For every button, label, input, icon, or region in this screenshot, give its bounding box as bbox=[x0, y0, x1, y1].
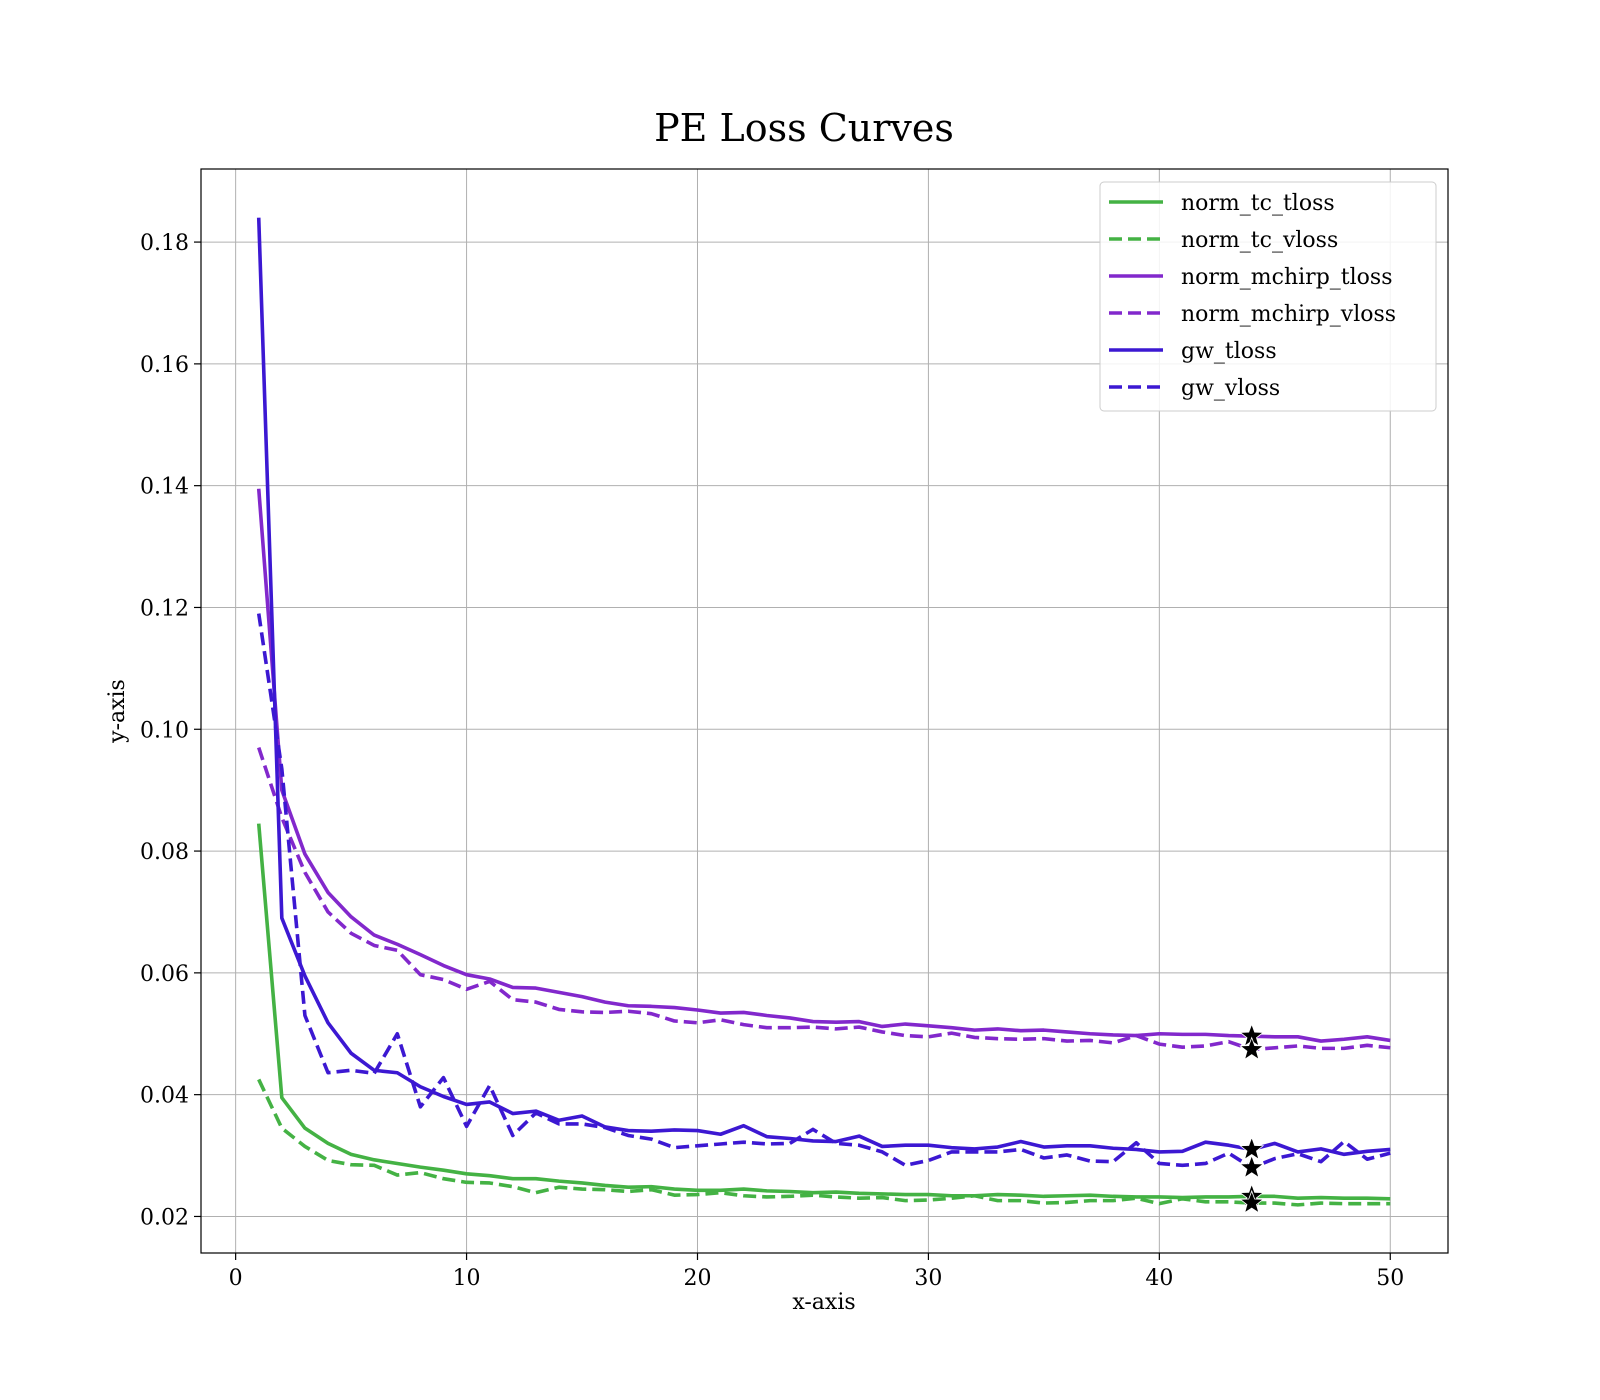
y-tick-label: 0.16 bbox=[140, 353, 189, 378]
series-line-gw-vloss bbox=[256, 613, 1391, 1170]
y-tick-label: 0.08 bbox=[140, 840, 189, 865]
series-layer bbox=[256, 217, 1391, 1207]
y-tick-label: 0.04 bbox=[140, 1084, 189, 1109]
legend-items: norm_tc_tloss norm_tc_vloss norm_mchirp_tl… bbox=[1109, 191, 1396, 401]
chart-title: PE Loss Curves bbox=[654, 106, 954, 150]
y-tick-label: 0.12 bbox=[140, 596, 189, 621]
x-ticks: 0 10 20 30 40 50 bbox=[229, 1253, 1404, 1291]
series-line-gw-tloss bbox=[256, 217, 1391, 1157]
y-tick-label: 0.02 bbox=[140, 1205, 189, 1230]
legend-label: gw_tloss bbox=[1181, 339, 1277, 364]
marker-layer bbox=[1239, 1023, 1265, 1214]
legend-label: norm_mchirp_tloss bbox=[1181, 265, 1392, 290]
series-line-norm-mchirp-tloss bbox=[256, 488, 1391, 1043]
legend-label: norm_mchirp_vloss bbox=[1181, 302, 1396, 327]
x-tick-label: 40 bbox=[1145, 1266, 1173, 1291]
series-line-norm-tc-tloss bbox=[256, 823, 1391, 1201]
best-epoch-star-marker bbox=[1239, 1136, 1265, 1161]
best-epoch-star-marker bbox=[1239, 1189, 1265, 1214]
x-tick-label: 50 bbox=[1376, 1266, 1404, 1291]
y-tick-label: 0.18 bbox=[140, 231, 189, 256]
legend-label: norm_tc_tloss bbox=[1181, 191, 1335, 216]
x-tick-label: 30 bbox=[914, 1266, 942, 1291]
series-line-norm-tc-vloss bbox=[257, 1078, 1391, 1207]
x-axis-label: x-axis bbox=[792, 1290, 855, 1315]
legend: norm_tc_tloss norm_tc_vloss norm_mchirp_tl… bbox=[1099, 181, 1437, 412]
legend-label: gw_vloss bbox=[1181, 376, 1280, 401]
best-epoch-star-marker bbox=[1239, 1036, 1265, 1061]
legend-label: norm_tc_vloss bbox=[1181, 228, 1338, 253]
y-tick-label: 0.14 bbox=[140, 475, 189, 500]
y-tick-label: 0.06 bbox=[140, 962, 189, 987]
y-axis-label: y-axis bbox=[105, 679, 130, 744]
x-tick-label: 10 bbox=[453, 1266, 481, 1291]
plot-frame bbox=[200, 168, 1449, 1254]
series-line-norm-mchirp-vloss bbox=[257, 746, 1391, 1052]
x-tick-label: 0 bbox=[229, 1266, 243, 1291]
legend-box bbox=[1099, 181, 1437, 412]
x-tick-label: 20 bbox=[683, 1266, 711, 1291]
y-tick-label: 0.10 bbox=[140, 718, 189, 743]
y-ticks: 0.02 0.04 0.06 0.08 0.10 0.12 0.14 0.16 0.18 bbox=[140, 231, 201, 1230]
best-epoch-star-marker bbox=[1239, 1154, 1265, 1179]
